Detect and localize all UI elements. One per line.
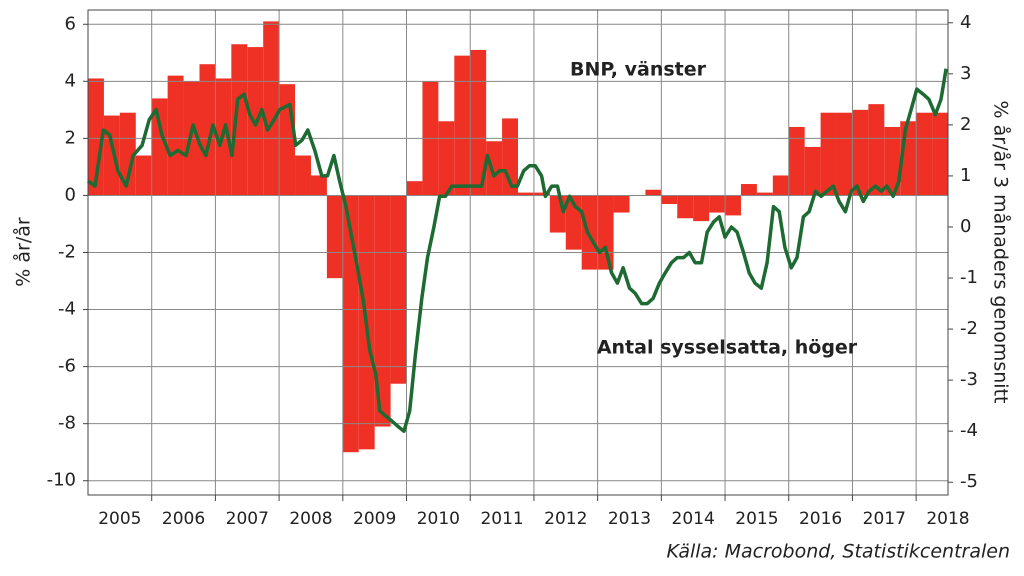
bar	[103, 115, 120, 196]
y2-tick-label: 2	[960, 114, 971, 135]
bar	[119, 112, 136, 196]
bar	[167, 75, 184, 196]
y-tick-label: -8	[58, 413, 76, 434]
x-tick-label: 2012	[544, 509, 587, 529]
x-tick-label: 2016	[799, 509, 842, 529]
bar	[740, 184, 757, 196]
bar	[836, 112, 853, 196]
bar	[772, 175, 789, 196]
x-tick-label: 2009	[353, 509, 396, 529]
y2-axis-label: % år/år 3 månaders genomsnitt	[990, 101, 1013, 404]
bar	[486, 141, 503, 196]
x-tick-label: 2005	[98, 509, 141, 529]
x-tick-label: 2010	[417, 509, 460, 529]
bar	[645, 189, 662, 196]
y2-tick-label: 1	[960, 165, 971, 186]
x-tick-label: 2015	[735, 509, 778, 529]
y2-tick-label: -4	[960, 420, 978, 441]
plot-frame	[87, 9, 949, 496]
y-tick-label: 2	[65, 127, 76, 148]
bar	[677, 195, 694, 219]
bar	[581, 195, 598, 270]
x-tick-label: 2013	[608, 509, 651, 529]
y2-tick-label: 4	[960, 12, 971, 33]
y-tick-label: -6	[58, 356, 76, 377]
series-label: Antal sysselsatta, höger	[597, 337, 858, 359]
y2-tick-label: 0	[960, 216, 971, 237]
bar	[852, 109, 869, 196]
x-tick-label: 2017	[863, 509, 906, 529]
y2-tick-label: -5	[960, 471, 978, 492]
bar	[693, 195, 710, 222]
y2-tick-label: -1	[960, 267, 978, 288]
x-tick-label: 2008	[289, 509, 332, 529]
x-tick-label: 2007	[226, 509, 269, 529]
y2-tick-label: -3	[960, 369, 978, 390]
line	[86, 68, 948, 433]
bar	[231, 44, 248, 196]
bar	[597, 195, 614, 270]
y-tick-label: -2	[58, 242, 76, 263]
bar	[199, 64, 216, 196]
bar	[151, 98, 168, 196]
bar	[804, 146, 821, 196]
y-tick-label: -4	[58, 299, 76, 320]
y-tick-label: 0	[65, 184, 76, 205]
y-axis-label: % år/år	[12, 217, 35, 287]
x-tick-label: 2011	[480, 509, 523, 529]
bar	[932, 112, 948, 196]
bar	[725, 195, 741, 216]
bar	[454, 55, 471, 196]
bar	[549, 195, 566, 233]
y2-tick-label: -2	[960, 318, 978, 339]
bar	[310, 175, 327, 196]
bar	[709, 195, 726, 213]
bar	[820, 112, 837, 196]
bar	[374, 195, 391, 427]
source-note: Källa: Macrobond, Statistikcentralen	[667, 541, 1010, 563]
bar	[533, 192, 550, 196]
x-tick-label: 2014	[672, 509, 715, 529]
bar	[884, 126, 901, 196]
y-tick-label: 4	[65, 70, 76, 91]
bar	[788, 126, 805, 196]
bar	[263, 21, 280, 196]
bar	[661, 195, 678, 204]
y2-tick-label: 3	[960, 63, 971, 84]
bar	[868, 104, 885, 196]
bar	[916, 112, 933, 196]
bar	[756, 192, 773, 196]
series-label: BNP, vänster	[570, 59, 707, 81]
bar	[518, 192, 534, 196]
bar	[326, 195, 343, 279]
x-tick-label: 2018	[926, 509, 969, 529]
x-tick-label: 2006	[162, 509, 205, 529]
y-tick-label: -10	[47, 470, 76, 491]
bar	[406, 181, 423, 196]
bar	[279, 84, 296, 196]
bar	[390, 195, 407, 384]
bar	[135, 155, 152, 196]
bar	[88, 78, 104, 196]
bar	[470, 49, 487, 196]
bar	[613, 195, 630, 213]
bar	[295, 155, 311, 196]
bar	[438, 121, 455, 196]
y-tick-label: 6	[65, 13, 76, 34]
